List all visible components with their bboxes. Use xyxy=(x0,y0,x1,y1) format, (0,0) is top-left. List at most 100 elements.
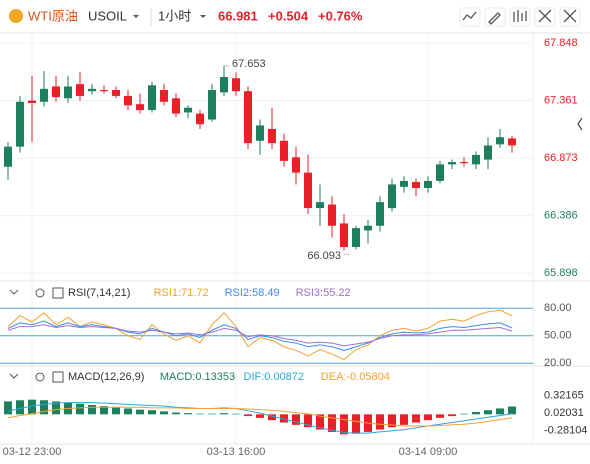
dropdown-icon[interactable] xyxy=(200,15,206,18)
interval[interactable]: 1小时 xyxy=(158,8,191,23)
macd-bar xyxy=(220,413,228,415)
macd-bar xyxy=(52,401,60,415)
candle-body xyxy=(244,91,252,144)
x-tick-label: 03-12 23:00 xyxy=(3,446,62,458)
y-tick-label: 50.00 xyxy=(544,330,572,342)
macd-bar xyxy=(400,414,408,425)
candle-body xyxy=(400,180,408,187)
candle-icon[interactable] xyxy=(513,10,527,22)
settings-icon[interactable] xyxy=(35,372,45,382)
candle-body xyxy=(388,184,396,209)
macd-bar xyxy=(292,414,300,425)
settings-icon[interactable] xyxy=(35,288,45,298)
macd-bar xyxy=(160,411,168,415)
macd-bar xyxy=(16,400,24,415)
collapse-icon[interactable] xyxy=(9,289,19,295)
candle-body xyxy=(364,225,372,231)
indicator-title: MACD(12,26,9) xyxy=(68,371,144,383)
candle-body xyxy=(292,157,300,173)
indicator-line xyxy=(7,309,513,361)
candle-body xyxy=(76,84,84,96)
candle-body xyxy=(328,204,336,226)
indicator-icon[interactable] xyxy=(462,11,477,21)
macd-bar xyxy=(112,407,120,415)
add-icon[interactable] xyxy=(52,371,64,383)
candle-body xyxy=(304,172,312,209)
legend-entry: DEA:-0.05804 xyxy=(321,371,390,383)
side-panel-toggle[interactable] xyxy=(577,117,583,131)
dropdown-icon[interactable] xyxy=(133,15,139,18)
draw-icon[interactable] xyxy=(488,12,501,25)
candle-body xyxy=(208,90,216,120)
macd-bar xyxy=(244,414,252,417)
macd-bar xyxy=(4,401,12,415)
candle-body xyxy=(472,154,480,165)
candle-body xyxy=(124,95,132,106)
macd-bar xyxy=(424,414,432,421)
candle-body xyxy=(436,164,444,181)
legend-entry: MACD:0.13353 xyxy=(160,371,235,383)
symbol-name[interactable]: WTI原油 xyxy=(28,8,78,23)
y-tick-label: 66.386 xyxy=(544,210,578,222)
high-label: 67.653 xyxy=(232,58,266,70)
low-label: 66.093 xyxy=(307,250,341,262)
change: +0.504 xyxy=(268,8,309,23)
macd-bar xyxy=(40,400,48,415)
tool-button[interactable] xyxy=(459,7,481,27)
macd-bar xyxy=(256,414,264,418)
macd-bar xyxy=(436,414,444,418)
collapse-icon[interactable] xyxy=(9,373,19,379)
macd-bar xyxy=(304,414,312,428)
macd-bar xyxy=(184,413,192,415)
candle-body xyxy=(496,137,504,145)
macd-bar xyxy=(328,414,336,432)
candle-body xyxy=(148,85,156,111)
add-icon[interactable] xyxy=(52,287,64,299)
symbol-icon xyxy=(9,9,23,23)
price: 66.981 xyxy=(218,8,258,23)
candle-body xyxy=(172,98,180,114)
macd-bar xyxy=(316,414,324,430)
macd-bar xyxy=(496,408,504,415)
macd-bar xyxy=(232,413,240,415)
tool-button[interactable] xyxy=(484,7,506,27)
y-tick-label: 65.898 xyxy=(544,267,578,279)
y-tick-label: 80.00 xyxy=(544,302,572,314)
candle-body xyxy=(220,77,228,93)
candle-body xyxy=(256,125,264,141)
y-tick-label: 0.32165 xyxy=(544,389,584,401)
candle-body xyxy=(88,88,96,92)
candle-body xyxy=(412,182,420,188)
macd-bar xyxy=(100,406,108,415)
expand-icon[interactable] xyxy=(538,9,552,23)
symbol[interactable]: USOIL xyxy=(88,8,127,23)
macd-bar xyxy=(208,413,216,415)
macd-bar xyxy=(472,411,480,415)
macd-bar xyxy=(268,414,276,421)
close-icon[interactable] xyxy=(563,9,577,23)
tool-button[interactable] xyxy=(509,7,531,27)
macd-bar xyxy=(280,414,288,423)
candle-body xyxy=(16,101,24,147)
y-tick-label: -0.28104 xyxy=(544,425,587,437)
macd-bar xyxy=(388,414,396,428)
candle-body xyxy=(268,128,276,144)
tool-button[interactable] xyxy=(534,7,556,27)
macd-bar xyxy=(76,403,84,415)
candle-body xyxy=(196,113,204,125)
legend-entry: DIF:0.00872 xyxy=(244,371,305,383)
y-tick-label: 67.361 xyxy=(544,94,578,106)
macd-bar xyxy=(460,413,468,415)
tool-button[interactable] xyxy=(559,7,581,27)
macd-bar xyxy=(148,410,156,415)
candle-body xyxy=(460,162,468,164)
macd-bar xyxy=(124,408,132,415)
candle-body xyxy=(136,104,144,111)
candle-body xyxy=(280,140,288,161)
macd-bar xyxy=(196,413,204,415)
legend-entry: RSI3:55.22 xyxy=(296,287,351,299)
macd-bar xyxy=(28,399,36,415)
candle-body xyxy=(316,202,324,209)
